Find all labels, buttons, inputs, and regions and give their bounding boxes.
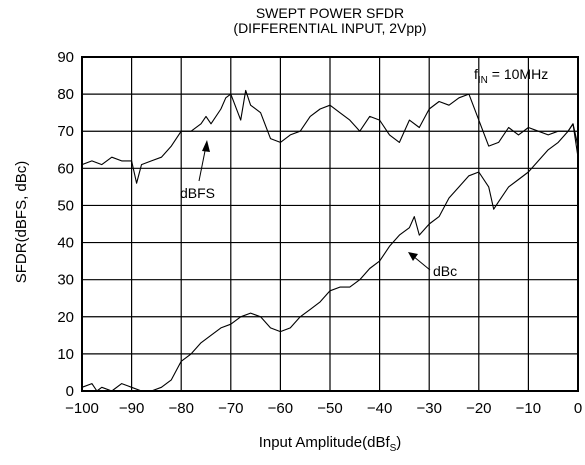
dbc-arrowhead	[408, 252, 418, 261]
x-tick-label: −80	[168, 400, 193, 417]
y-tick-label: 10	[57, 346, 74, 363]
y-tick-label: 70	[57, 123, 74, 140]
x-tick-label: 0	[574, 400, 582, 417]
x-tick-label: −40	[367, 400, 392, 417]
y-tick-label: 0	[66, 383, 74, 400]
x-tick-label: −30	[416, 400, 441, 417]
x-axis-label: Input Amplitude(dBfS)	[259, 434, 402, 454]
y-tick-label: 60	[57, 160, 74, 177]
dbfs-arrowhead	[202, 140, 210, 152]
x-tick-label: −100	[65, 400, 99, 417]
dbc-series-label: dBc	[433, 263, 457, 279]
x-tick-label: −90	[119, 400, 144, 417]
y-tick-label: 40	[57, 235, 74, 252]
y-tick-label: 20	[57, 309, 74, 326]
x-tick-label: −60	[268, 400, 293, 417]
y-tick-label: 50	[57, 197, 74, 214]
y-axis-label: SFDR(dBFS, dBc)	[13, 161, 30, 284]
dbfs-series-label: dBFS	[180, 185, 215, 201]
x-tick-label: −20	[466, 400, 491, 417]
grid-lines	[82, 57, 578, 391]
x-tick-label: −70	[218, 400, 243, 417]
dbc-label-arrow	[413, 256, 430, 270]
x-tick-label: −50	[317, 400, 342, 417]
x-tick-label: −10	[516, 400, 541, 417]
input-frequency-annotation: fIN = 10MHz	[474, 66, 548, 86]
y-tick-label: 90	[57, 49, 74, 66]
tick-labels: −100 −90 −80 −70 −60 −50 −40 −30 −20 −10 001020304…	[57, 49, 582, 417]
y-tick-label: 30	[57, 272, 74, 289]
y-tick-label: 80	[57, 86, 74, 103]
